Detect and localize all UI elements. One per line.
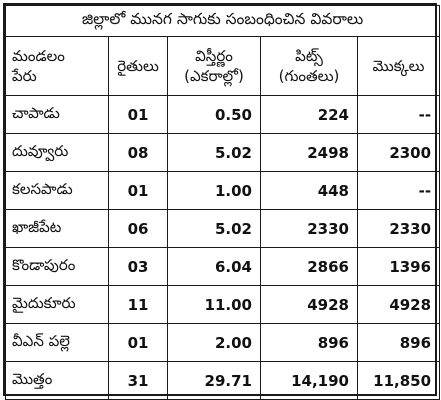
total-area: 29.71 <box>167 361 261 400</box>
farmers-cell: 08 <box>108 133 168 172</box>
table-row: మైదుకూరు 11 11.00 4928 4928 <box>5 285 441 324</box>
area-cell: 5.02 <box>167 133 261 172</box>
col-header-farmers: రైతులు <box>108 36 168 96</box>
total-label: మొత్తం <box>5 361 109 400</box>
plants-cell: -- <box>356 95 441 134</box>
farmers-cell: 03 <box>108 247 168 286</box>
mandal-name: మైదుకూరు <box>5 285 109 324</box>
mandal-name: వీఎన్ పల్లె <box>5 323 109 362</box>
pits-cell: 224 <box>260 95 358 134</box>
area-cell: 2.00 <box>167 323 261 362</box>
plants-cell: 2300 <box>356 133 441 172</box>
table-row: దువ్వూరు 08 5.02 2498 2300 <box>5 133 441 172</box>
col-header-farmers-line1: రైతులు <box>117 56 159 75</box>
table-row: కలసపాడు 01 1.00 448 -- <box>5 171 441 210</box>
table-row: చాపాడు 01 0.50 224 -- <box>5 95 441 134</box>
plants-cell: 1396 <box>356 247 441 286</box>
col-header-area: విస్తీర్ణం (ఎకరాల్లో) <box>167 36 261 96</box>
pits-cell: 896 <box>260 323 358 362</box>
total-pits: 14,190 <box>260 361 358 400</box>
pits-cell: 2866 <box>260 247 358 286</box>
area-cell: 1.00 <box>167 171 261 210</box>
col-header-mandal-line2: పేరు <box>12 67 37 85</box>
table-row: కొండాపురం 03 6.04 2866 1396 <box>5 247 441 286</box>
plants-cell: 896 <box>356 323 441 362</box>
col-header-pits-line1: పిట్స్ <box>295 46 323 65</box>
header-row: మండలం పేరు రైతులు విస్తీర్ణం (ఎకరాల్లో) … <box>5 36 441 96</box>
col-header-plants: మొక్కలు <box>356 36 441 96</box>
total-farmers: 31 <box>108 361 168 400</box>
pits-cell: 4928 <box>260 285 358 324</box>
mandal-name: ఖాజీపేట <box>5 209 109 248</box>
farmers-cell: 01 <box>108 95 168 134</box>
col-header-plants-line1: మొక్కలు <box>372 56 425 75</box>
col-header-mandal-line1: మండలం <box>12 46 65 65</box>
farmers-cell: 01 <box>108 171 168 210</box>
col-header-mandal: మండలం పేరు <box>5 36 109 96</box>
mandal-name: కలసపాడు <box>5 171 109 210</box>
area-cell: 5.02 <box>167 209 261 248</box>
farmers-cell: 06 <box>108 209 168 248</box>
plants-cell: -- <box>356 171 441 210</box>
data-table-frame: జిల్లాలో మునగ సాగుకు సంబంధించిన వివరాలు … <box>3 3 441 400</box>
area-cell: 0.50 <box>167 95 261 134</box>
col-header-area-line1: విస్తీర్ణం <box>195 46 233 65</box>
pits-cell: 448 <box>260 171 358 210</box>
table-row: ఖాజీపేట 06 5.02 2330 2330 <box>5 209 441 248</box>
cultivation-table: జిల్లాలో మునగ సాగుకు సంబంధించిన వివరాలు … <box>4 5 441 400</box>
col-header-area-line2: (ఎకరాల్లో) <box>184 67 244 85</box>
plants-cell: 4928 <box>356 285 441 324</box>
pits-cell: 2498 <box>260 133 358 172</box>
table-title: జిల్లాలో మునగ సాగుకు సంబంధించిన వివరాలు <box>4 5 441 37</box>
col-header-pits: పిట్స్ (గుంతలు) <box>260 36 358 96</box>
pits-cell: 2330 <box>260 209 358 248</box>
farmers-cell: 01 <box>108 323 168 362</box>
mandal-name: కొండాపురం <box>5 247 109 286</box>
total-row: మొత్తం 31 29.71 14,190 11,850 <box>5 361 441 400</box>
mandal-name: చాపాడు <box>5 95 109 134</box>
mandal-name: దువ్వూరు <box>5 133 109 172</box>
table-row: వీఎన్ పల్లె 01 2.00 896 896 <box>5 323 441 362</box>
area-cell: 6.04 <box>167 247 261 286</box>
total-plants: 11,850 <box>356 361 441 400</box>
col-header-pits-line2: (గుంతలు) <box>278 67 340 85</box>
farmers-cell: 11 <box>108 285 168 324</box>
area-cell: 11.00 <box>167 285 261 324</box>
plants-cell: 2330 <box>356 209 441 248</box>
